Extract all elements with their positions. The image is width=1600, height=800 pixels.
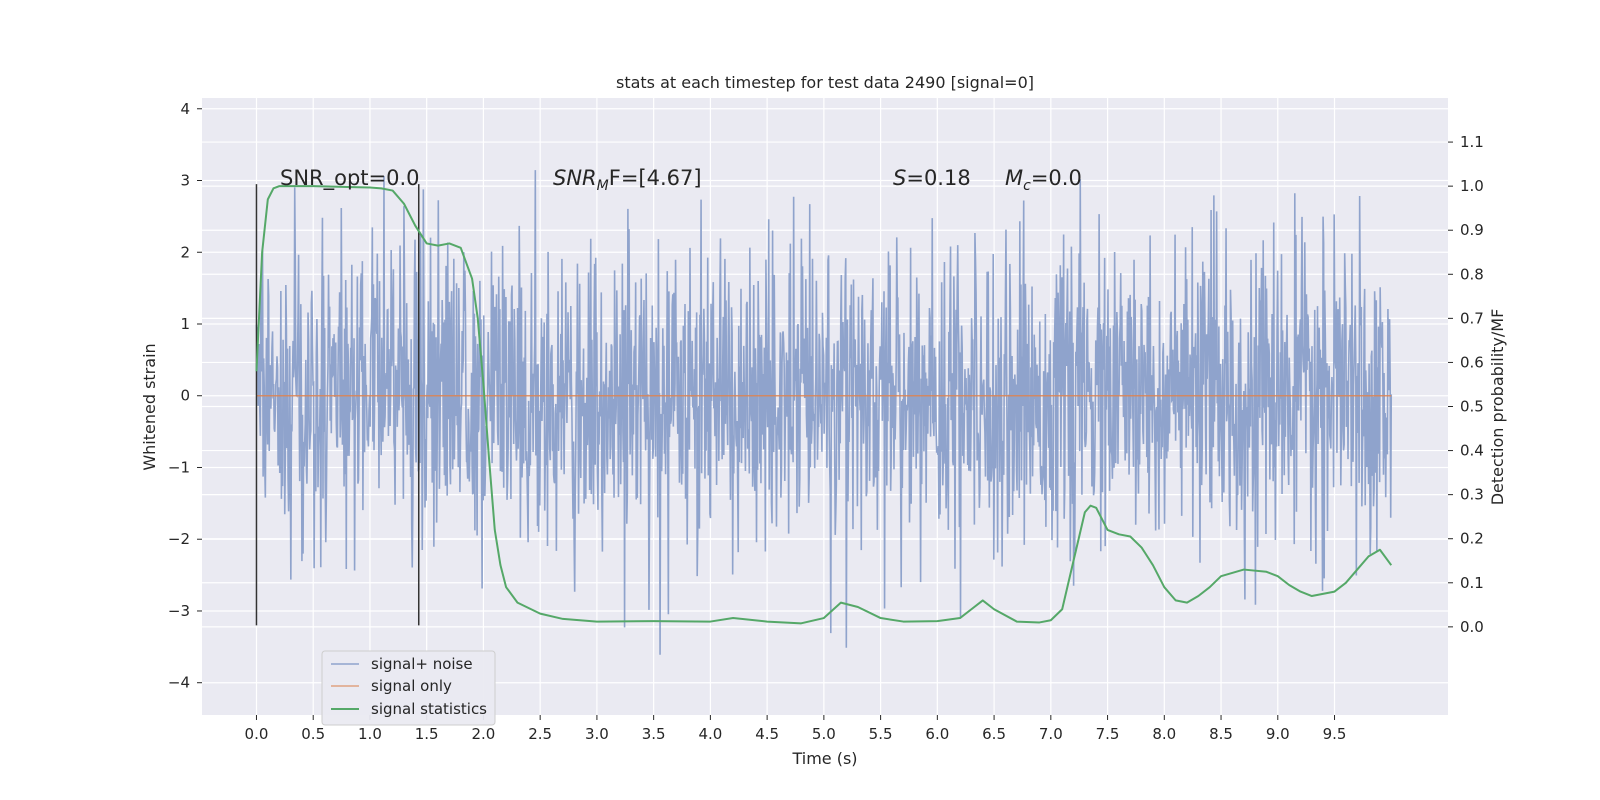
y-right-axis-label: Detection probability/MF xyxy=(1488,309,1507,506)
y-tick-label-3: −1 xyxy=(168,458,190,476)
y-right-tick-label-7: 0.7 xyxy=(1460,309,1484,327)
x-tick-label-4: 2.0 xyxy=(471,725,495,743)
vertical-markers xyxy=(255,184,420,626)
y-right-tick-label-6: 0.6 xyxy=(1460,353,1484,371)
x-tick-label-1: 0.5 xyxy=(301,725,325,743)
y-tick-label-7: 3 xyxy=(180,172,190,190)
annotation-snr-opt: SNR_opt=0.0 xyxy=(280,166,420,191)
annotation-mc-sub: c xyxy=(1023,178,1031,194)
annotation-snr-mf-rest: F=[4.67] xyxy=(609,166,702,190)
annotation-snr-mf-sub: M xyxy=(597,178,609,194)
y-right-tick-label-1: 0.1 xyxy=(1460,574,1484,592)
x-tick-label-13: 6.5 xyxy=(982,725,1006,743)
x-tick-label-7: 3.5 xyxy=(642,725,666,743)
y-axis-label: Whitened strain xyxy=(140,343,159,470)
legend-label-signal-noise: signal+ noise xyxy=(371,655,473,673)
annotation-s: S=0.18 xyxy=(893,166,971,190)
signal-statistics-series xyxy=(255,185,1393,625)
x-axis-label: Time (s) xyxy=(791,749,857,768)
y-right-tick-label-3: 0.3 xyxy=(1460,486,1484,504)
annotation-snr-mf-main: SNR xyxy=(553,166,597,190)
y-tick-label-1: −3 xyxy=(168,602,190,620)
y-tick-label-2: −2 xyxy=(168,530,190,548)
annotation-s-rest: =0.18 xyxy=(906,166,970,190)
y-right-tick-label-9: 0.9 xyxy=(1460,221,1484,239)
x-tick-label-19: 9.5 xyxy=(1323,725,1347,743)
x-tick-label-18: 9.0 xyxy=(1266,725,1290,743)
legend-label-signal-statistics: signal statistics xyxy=(371,700,487,718)
y-tick-label-6: 2 xyxy=(180,243,190,261)
x-tick-label-3: 1.5 xyxy=(415,725,439,743)
y-tick-label-8: 4 xyxy=(180,100,190,118)
y-right-tick-label-2: 0.2 xyxy=(1460,530,1484,548)
x-tick-label-6: 3.0 xyxy=(585,725,609,743)
y-right-tick-label-4: 0.4 xyxy=(1460,442,1484,460)
x-tick-label-10: 5.0 xyxy=(812,725,836,743)
axis-ticks: 0.0 0.5 1.0 1.5 2.0 2.5 3.0 3.5 4.0 4.5 5.0 5.5 6.0 6… xyxy=(168,100,1484,743)
x-tick-label-8: 4.0 xyxy=(698,725,722,743)
y-tick-label-4: 0 xyxy=(180,387,190,405)
legend-box xyxy=(321,650,496,726)
x-tick-label-15: 7.5 xyxy=(1096,725,1120,743)
signal-noise-line xyxy=(255,170,1393,655)
x-tick-label-9: 4.5 xyxy=(755,725,779,743)
y-right-tick-label-8: 0.8 xyxy=(1460,265,1484,283)
y-tick-label-0: −4 xyxy=(168,674,190,692)
x-tick-label-14: 7.0 xyxy=(1039,725,1063,743)
x-tick-label-12: 6.0 xyxy=(925,725,949,743)
legend: signal+ noise signal only signal statist… xyxy=(321,650,496,726)
annotation-mc-rest: =0.0 xyxy=(1031,166,1082,190)
annotation-snr-mf: SNRMF=[4.67] xyxy=(553,166,702,194)
x-tick-label-2: 1.0 xyxy=(358,725,382,743)
annotation-mc: Mc=0.0 xyxy=(1005,166,1082,194)
annotation-s-main: S xyxy=(893,166,906,190)
y-right-tick-label-0: 0.0 xyxy=(1460,618,1484,636)
x-tick-label-0: 0.0 xyxy=(245,725,269,743)
x-tick-label-16: 8.0 xyxy=(1152,725,1176,743)
x-tick-label-11: 5.5 xyxy=(869,725,893,743)
signal-statistics-line xyxy=(255,185,1393,625)
signal-noise-series xyxy=(255,170,1393,655)
x-tick-label-5: 2.5 xyxy=(528,725,552,743)
y-right-tick-label-11: 1.1 xyxy=(1460,133,1484,151)
y-right-tick-label-10: 1.0 xyxy=(1460,177,1484,195)
annotation-mc-main: M xyxy=(1005,166,1023,190)
y-right-tick-label-5: 0.5 xyxy=(1460,398,1484,416)
y-tick-label-5: 1 xyxy=(180,315,190,333)
chart-title: stats at each timestep for test data 249… xyxy=(616,73,1034,92)
x-tick-label-17: 8.5 xyxy=(1209,725,1233,743)
legend-label-signal-only: signal only xyxy=(371,677,452,695)
